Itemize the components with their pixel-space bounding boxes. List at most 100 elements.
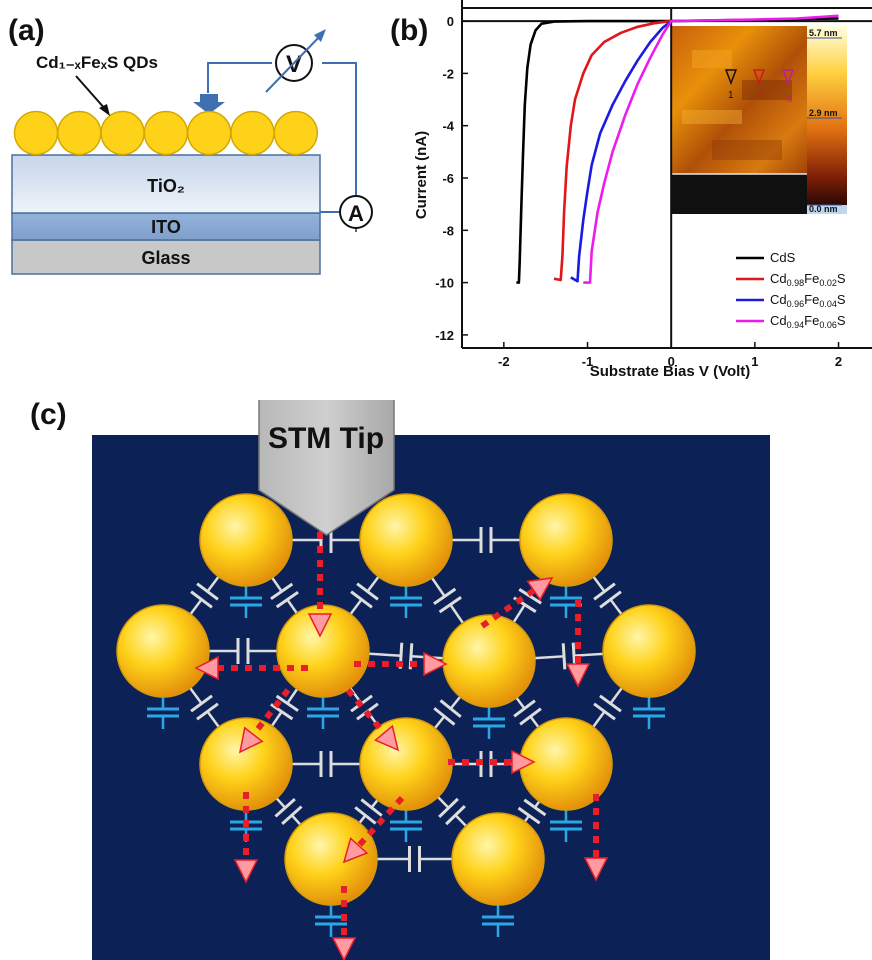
- iv-curve-3: [583, 14, 839, 284]
- capacitor-plate: [593, 702, 616, 721]
- axis-ticks: -2 -1 0 1 20-2-4-6-8-10-12: [435, 14, 842, 369]
- capacitor-plate: [190, 590, 213, 609]
- legend-label: Cd0.96Fe0.04S: [770, 292, 846, 309]
- afm-inset: 5.7 nm 2.9 nm 0.0 nm 1 2 3: [671, 26, 847, 214]
- y-tick-label: 0: [447, 14, 454, 29]
- electron-path-arrowhead: [307, 613, 333, 638]
- x-axis-title: Substrate Bias V (Volt): [590, 363, 751, 380]
- capacitor-plate: [360, 798, 383, 817]
- quantum-dot: [57, 110, 102, 156]
- stm-tip-label: STM Tip: [268, 422, 384, 455]
- tip-marker-3: [781, 69, 795, 86]
- stm-tip: [258, 400, 395, 536]
- quantum-dot: [143, 110, 189, 156]
- ground-capacitors: [147, 584, 665, 937]
- probe-arrow-icon: [193, 102, 225, 114]
- afm-dark-strip: [671, 174, 807, 214]
- capacitor-plate: [439, 699, 462, 718]
- ammeter-label: A: [348, 201, 364, 226]
- capacitor-plate: [599, 590, 622, 609]
- qd-label: Cd₁₋ₓFeₓS QDs: [36, 53, 158, 72]
- y-tick-label: -12: [435, 328, 454, 343]
- scale-mid-label: 2.9 nm: [809, 108, 838, 118]
- tip-marker-3-label: 3: [787, 94, 793, 105]
- capacitor-plate: [275, 694, 299, 712]
- capacitor-plate: [196, 582, 219, 601]
- electron-path-arrowhead: [423, 651, 448, 677]
- electron-path-arrowhead: [526, 577, 554, 601]
- capacitor-plate: [190, 694, 213, 713]
- y-axis-title: Current (nA): [413, 131, 430, 219]
- quantum-dot: [284, 812, 378, 906]
- y-tick-label: -2: [442, 66, 454, 81]
- quantum-dot: [199, 493, 293, 587]
- electron-path-arrowhead: [511, 749, 536, 775]
- quantum-dot: [451, 812, 545, 906]
- electron-path-dashes: [480, 587, 536, 629]
- device-schematic: Cd₁₋ₓFeₓS QDs V A TiO₂ ITO Glass: [11, 29, 373, 275]
- capacitor-plate: [433, 587, 457, 605]
- electron-path-arrowhead: [238, 726, 264, 754]
- quantum-dot: [13, 110, 59, 156]
- probe-stem: [200, 94, 218, 102]
- electron-path-dashes: [345, 688, 387, 736]
- quantum-dot: [230, 110, 275, 156]
- tip-marker-1: [724, 69, 738, 86]
- ito-label: ITO: [151, 217, 181, 237]
- electron-path-arrowhead: [583, 857, 609, 882]
- legend-label: Cd0.98Fe0.02S: [770, 271, 846, 288]
- capacitor-plate: [513, 699, 536, 718]
- ammeter-icon: [339, 195, 373, 229]
- capacitor-plate: [270, 582, 294, 601]
- afm-grain: [682, 110, 742, 124]
- y-tick-label: -8: [442, 223, 454, 238]
- legend-label: Cd0.94Fe0.06S: [770, 313, 846, 330]
- capacitor-plate: [433, 707, 456, 726]
- quantum-dot: [100, 110, 145, 156]
- capacitor-plate: [593, 582, 616, 601]
- quantum-dot: [359, 493, 453, 587]
- capacitor-plate: [270, 703, 294, 721]
- qd-network-diagram: STM Tip: [92, 400, 770, 960]
- afm-grain: [742, 80, 792, 100]
- x-tick-label: 0: [668, 354, 675, 369]
- iv-curve-0: [516, 17, 839, 284]
- voltmeter-needle-head: [314, 29, 326, 42]
- afm-grain: [692, 50, 732, 68]
- y-tick-label: -4: [442, 119, 454, 134]
- y-tick-label: -6: [442, 171, 454, 186]
- circuit-wire: [322, 62, 357, 196]
- electron-paths: [194, 518, 609, 960]
- electron-path-arrowhead: [194, 655, 219, 681]
- panel-b-label: (b): [390, 14, 429, 47]
- iv-curve-2: [570, 20, 672, 283]
- tio2-label: TiO₂: [147, 176, 185, 196]
- electron-path-dashes: [356, 795, 405, 848]
- electron-path-arrowhead: [374, 724, 400, 752]
- legend-label: CdS: [770, 250, 796, 265]
- electron-path-dashes: [251, 688, 291, 737]
- capacitor-plate: [275, 590, 299, 609]
- electron-path-arrowhead: [342, 836, 369, 864]
- capacitor-plate: [354, 806, 377, 825]
- capacitor-plate: [281, 805, 303, 826]
- qd-pointer: [75, 75, 107, 111]
- x-tick-label: -1: [582, 354, 594, 369]
- tip-marker-2-label: 2: [758, 90, 764, 101]
- x-tick-label: 2: [835, 354, 842, 369]
- glass-label: Glass: [141, 248, 190, 268]
- iv-curves: [516, 14, 839, 284]
- capacitor-plate: [445, 804, 466, 826]
- capacitor-plate: [356, 582, 379, 601]
- y-tick-label: -10: [435, 276, 454, 291]
- afm-colorbar-foot: [807, 205, 847, 214]
- tip-marker-1-label: 1: [728, 90, 734, 101]
- quantum-dot: [442, 614, 536, 708]
- iv-chart: 5.7 nm 2.9 nm 0.0 nm 1 2 3 -2 -1 0 1 20-2-4-…: [413, 0, 872, 380]
- afm-colorbar: [807, 26, 847, 214]
- iv-curve-1: [553, 19, 672, 282]
- x-tick-label: 1: [751, 354, 758, 369]
- x-tick-label: -2: [498, 354, 510, 369]
- qd-pointer-head: [99, 104, 110, 116]
- voltmeter-label: V: [286, 51, 302, 78]
